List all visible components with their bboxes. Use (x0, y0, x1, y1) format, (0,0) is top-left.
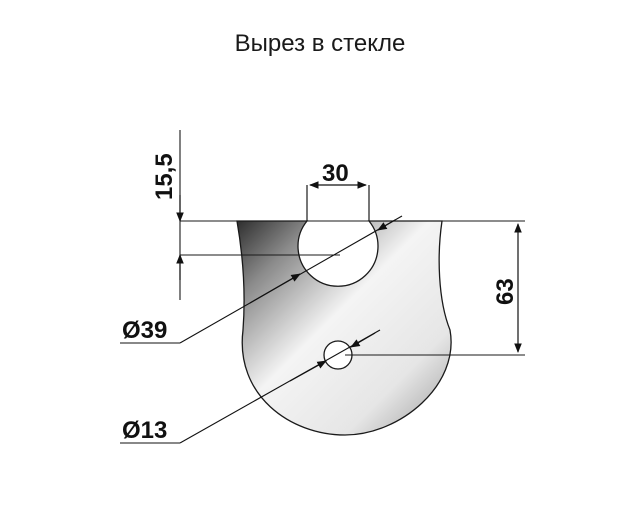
extension-lines (180, 220, 525, 356)
dim-small-hole: Ø13 (120, 329, 381, 444)
page-title: Вырез в стекле (234, 30, 406, 57)
dim-slot-width: 30 (309, 160, 367, 189)
dim-small-hole-label: Ø13 (122, 417, 167, 444)
slot-extension-lines (306, 185, 370, 221)
dim-hole-offset: 15,5 (151, 130, 184, 300)
dim-slot-width-label: 30 (322, 160, 349, 187)
dim-depth-label: 63 (492, 278, 519, 305)
dim-hole-offset-label: 15,5 (151, 153, 178, 200)
dim-depth: 63 (492, 223, 522, 353)
glass-body (236, 220, 452, 436)
glass-shape (236, 220, 452, 436)
dim-large-hole: Ø39 (120, 215, 403, 344)
dim-large-hole-label: Ø39 (122, 317, 167, 344)
